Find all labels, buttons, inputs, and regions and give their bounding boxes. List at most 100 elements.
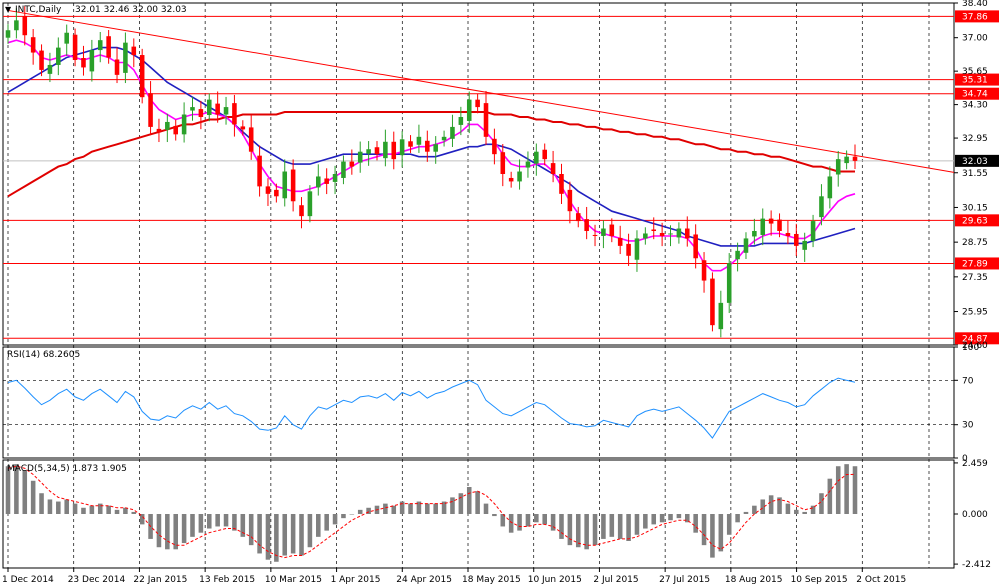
candle-body	[835, 159, 841, 175]
macd-bar	[433, 503, 438, 514]
candle-body	[374, 147, 380, 155]
macd-bar	[22, 470, 28, 514]
candle-body	[634, 238, 640, 260]
chart-header-triangle[interactable]: ▼	[5, 5, 12, 14]
x-tick-label: 1 Apr 2015	[331, 575, 381, 585]
price-tick-label: 38.40	[962, 0, 988, 9]
macd-bar	[223, 514, 229, 527]
candle-body	[819, 196, 824, 218]
candle-body	[450, 126, 455, 139]
price-tick-label: 24.60	[962, 341, 988, 351]
macd-bar	[14, 464, 19, 514]
candle-body	[425, 140, 430, 152]
macd-bar	[500, 514, 506, 527]
candle-body	[777, 219, 782, 231]
macd-bar	[668, 514, 673, 521]
level-tag	[955, 10, 999, 23]
candle-body	[341, 161, 346, 178]
level-tag	[955, 257, 999, 270]
macd-bar	[517, 514, 522, 531]
macd-bar	[425, 503, 430, 514]
candle-body	[106, 36, 111, 58]
candle-body	[391, 141, 397, 160]
x-tick-label: 1 Dec 2014	[2, 575, 54, 585]
candle-body	[785, 232, 791, 236]
candle-body	[735, 250, 740, 260]
macd-bar	[634, 514, 640, 535]
price-tick-label: 28.75	[962, 238, 988, 248]
candle-body	[5, 30, 11, 38]
macd-bar	[450, 497, 455, 514]
candle-body	[684, 228, 690, 239]
candle-body	[165, 121, 170, 130]
macd-bar	[819, 493, 824, 514]
ma-mid-line	[7, 46, 856, 247]
candle-body	[97, 40, 103, 51]
macd-bar	[366, 507, 371, 514]
current-price-label: 32.03	[962, 157, 988, 167]
macd-bar	[81, 507, 86, 514]
macd-bar	[349, 514, 355, 515]
candle-body	[307, 191, 313, 217]
x-tick-label: 2 Jul 2015	[593, 575, 638, 585]
candle-body	[559, 174, 564, 194]
candle-body	[517, 171, 522, 182]
macd-bar	[802, 511, 807, 514]
macd-bar	[408, 503, 413, 514]
candle-body	[651, 229, 657, 231]
macd-bar	[701, 514, 707, 546]
candles	[5, 6, 858, 338]
price-tick-label: 31.55	[962, 169, 988, 179]
candle-body	[72, 34, 78, 60]
candle-body	[131, 46, 137, 56]
candle-body	[802, 240, 807, 250]
candle-body	[433, 144, 438, 152]
candle-body	[64, 32, 69, 44]
macd-bar	[676, 514, 682, 519]
macd-bar	[198, 514, 204, 533]
macd-tick-label: 0.000	[962, 510, 988, 520]
macd-bar	[39, 493, 44, 514]
macd-bar	[89, 505, 95, 514]
macd-bar	[466, 487, 472, 514]
candle-body	[542, 149, 547, 160]
candle-body	[357, 151, 363, 163]
level-label: 24.87	[962, 334, 988, 344]
candle-body	[89, 50, 95, 72]
candle-body	[575, 213, 581, 222]
level-label: 35.31	[962, 76, 988, 86]
macd-bar	[215, 514, 220, 527]
candle-body	[123, 42, 128, 73]
candle-body	[223, 107, 229, 115]
candle-body	[257, 155, 262, 187]
x-tick-label: 10 Jun 2015	[528, 575, 582, 585]
macd-bar	[341, 514, 346, 519]
candle-body	[768, 218, 774, 224]
macd-bar	[659, 514, 665, 523]
candle-body	[114, 59, 120, 75]
rsi-panel-frame	[2, 346, 955, 459]
candle-body	[290, 169, 296, 202]
candle-body	[550, 163, 556, 174]
macd-bar	[483, 503, 489, 514]
level-tag	[955, 332, 999, 345]
macd-bar	[575, 514, 581, 548]
candle-body	[626, 243, 631, 256]
price-axis: 38.40 37.00 35.65 34.30 32.95 31.55 30.15 28.75…	[954, 0, 988, 351]
macd-bar	[710, 514, 715, 558]
candle-body	[408, 141, 413, 147]
candle-body	[668, 233, 673, 235]
macd-bar	[525, 514, 531, 527]
macd-bar	[542, 514, 547, 525]
price-tick-label: 34.30	[962, 101, 988, 111]
macd-bar	[643, 514, 648, 529]
level-label: 29.63	[962, 216, 988, 226]
price-tick-label: 25.95	[962, 308, 988, 318]
level-label: 27.89	[962, 259, 988, 269]
candle-body	[383, 141, 388, 159]
macd-bar	[316, 514, 321, 537]
x-tick-label: 13 Feb 2015	[199, 575, 255, 585]
macd-bar	[324, 514, 329, 531]
macd-bar	[173, 514, 179, 550]
candle-body	[752, 231, 757, 237]
